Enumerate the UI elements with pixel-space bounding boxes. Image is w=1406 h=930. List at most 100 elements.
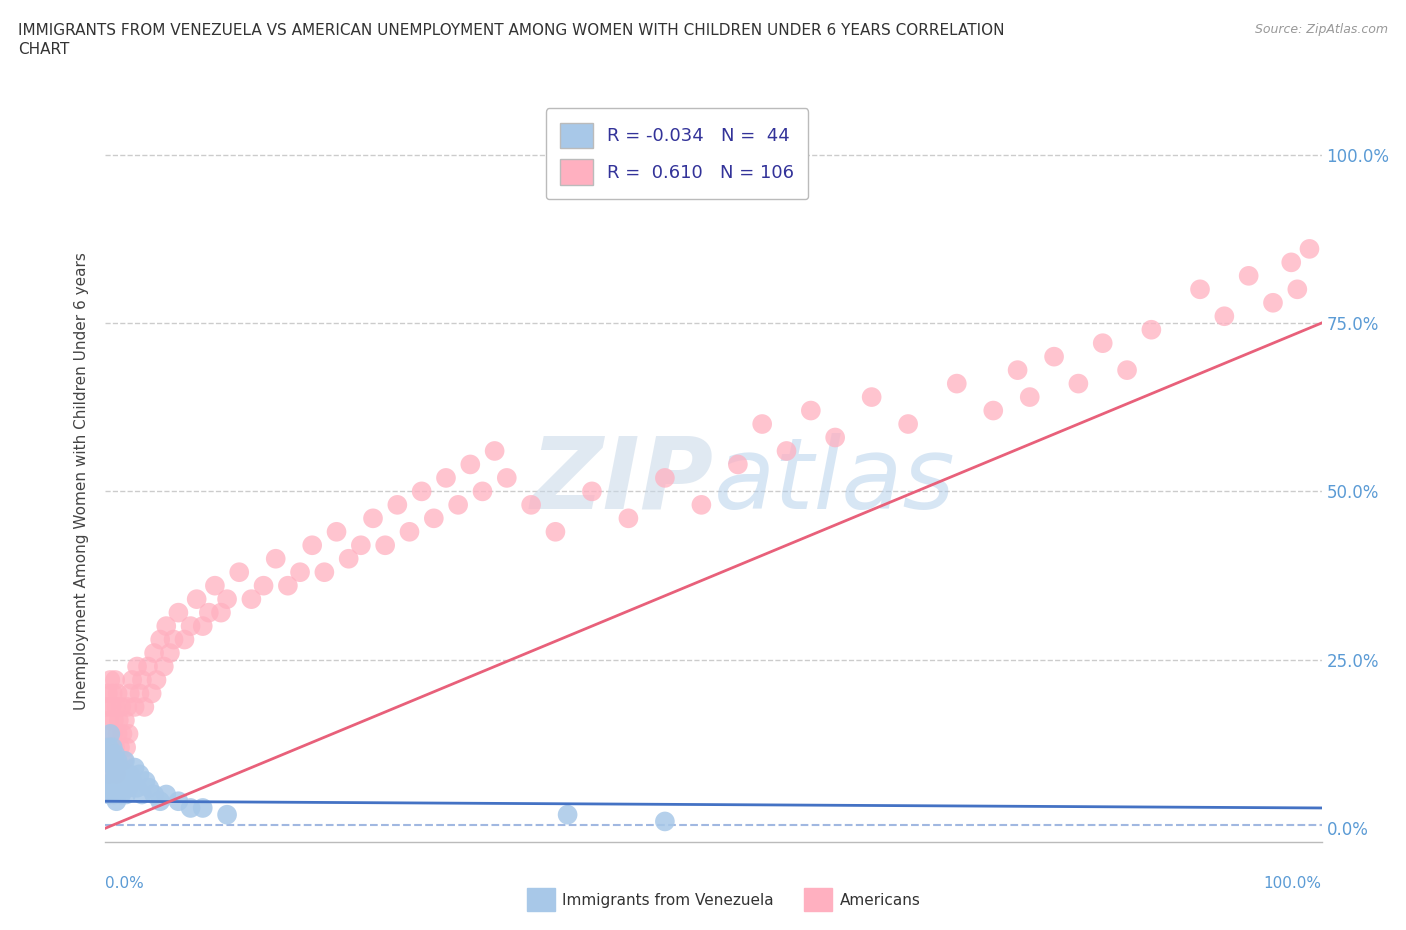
Point	[136, 659, 159, 674]
Point	[131, 672, 153, 687]
Point	[145, 672, 167, 687]
Point	[277, 578, 299, 593]
Point	[128, 767, 150, 782]
Point	[100, 699, 122, 714]
Point	[98, 753, 121, 768]
Point	[138, 780, 160, 795]
Point	[96, 780, 118, 795]
Point	[240, 591, 263, 606]
Point	[108, 760, 131, 775]
Point	[135, 774, 157, 789]
Point	[100, 753, 122, 768]
Point	[108, 740, 131, 755]
Point	[115, 740, 138, 755]
Point	[471, 484, 494, 498]
Point	[100, 740, 122, 755]
Point	[209, 605, 232, 620]
Point	[1067, 376, 1090, 391]
Point	[301, 538, 323, 552]
Point	[228, 565, 250, 579]
Point	[775, 444, 797, 458]
Point	[159, 645, 181, 660]
Point	[520, 498, 543, 512]
Point	[495, 471, 517, 485]
Point	[149, 794, 172, 809]
Point	[1091, 336, 1114, 351]
Point	[180, 618, 202, 633]
Point	[557, 807, 579, 822]
Point	[98, 787, 121, 802]
Point	[1018, 390, 1040, 405]
Point	[104, 780, 127, 795]
Text: CHART: CHART	[18, 42, 70, 57]
Point	[411, 484, 433, 498]
Point	[98, 672, 121, 687]
Legend: R = -0.034   N =  44, R =  0.610   N = 106: R = -0.034 N = 44, R = 0.610 N = 106	[546, 108, 808, 199]
Point	[108, 774, 131, 789]
Point	[117, 726, 139, 741]
Point	[105, 767, 128, 782]
Point	[1007, 363, 1029, 378]
Point	[103, 787, 125, 802]
Point	[198, 605, 221, 620]
Point	[544, 525, 567, 539]
Point	[1298, 242, 1320, 257]
Point	[217, 591, 239, 606]
Point	[141, 686, 163, 701]
Point	[96, 699, 118, 714]
Point	[204, 578, 226, 593]
Point	[111, 726, 134, 741]
Point	[186, 591, 208, 606]
Point	[131, 787, 153, 802]
Point	[155, 787, 177, 802]
Point	[112, 753, 135, 768]
Point	[1140, 323, 1163, 338]
Point	[107, 780, 129, 795]
Point	[897, 417, 920, 432]
Point	[118, 686, 141, 701]
Point	[103, 753, 125, 768]
Point	[103, 713, 125, 728]
Point	[860, 390, 883, 405]
Point	[114, 713, 136, 728]
Point	[112, 780, 135, 795]
Point	[458, 457, 481, 472]
Point	[98, 767, 121, 782]
Point	[191, 618, 214, 633]
Text: atlas: atlas	[713, 432, 955, 530]
Point	[484, 444, 506, 458]
Point	[98, 726, 121, 741]
Point	[374, 538, 396, 552]
Point	[387, 498, 409, 512]
Point	[124, 699, 146, 714]
Point	[121, 672, 143, 687]
Point	[107, 726, 129, 741]
Point	[617, 511, 640, 525]
Point	[115, 787, 138, 802]
Point	[191, 801, 214, 816]
Point	[981, 403, 1004, 418]
Point	[104, 740, 127, 755]
Text: Source: ZipAtlas.com: Source: ZipAtlas.com	[1254, 23, 1388, 36]
Point	[1213, 309, 1236, 324]
Point	[101, 686, 124, 701]
Point	[751, 417, 773, 432]
Point	[108, 713, 131, 728]
Point	[117, 780, 139, 795]
Point	[173, 632, 195, 647]
Point	[314, 565, 336, 579]
Point	[98, 740, 121, 755]
Point	[97, 753, 120, 768]
Point	[110, 787, 132, 802]
Point	[1043, 350, 1066, 365]
Point	[447, 498, 470, 512]
Point	[180, 801, 202, 816]
Point	[264, 551, 287, 566]
Point	[155, 618, 177, 633]
Y-axis label: Unemployment Among Women with Children Under 6 years: Unemployment Among Women with Children U…	[75, 252, 90, 711]
Point	[97, 686, 120, 701]
Point	[101, 740, 124, 755]
Point	[167, 794, 190, 809]
Text: Americans: Americans	[839, 893, 921, 908]
Text: IMMIGRANTS FROM VENEZUELA VS AMERICAN UNEMPLOYMENT AMONG WOMEN WITH CHILDREN UND: IMMIGRANTS FROM VENEZUELA VS AMERICAN UN…	[18, 23, 1005, 38]
